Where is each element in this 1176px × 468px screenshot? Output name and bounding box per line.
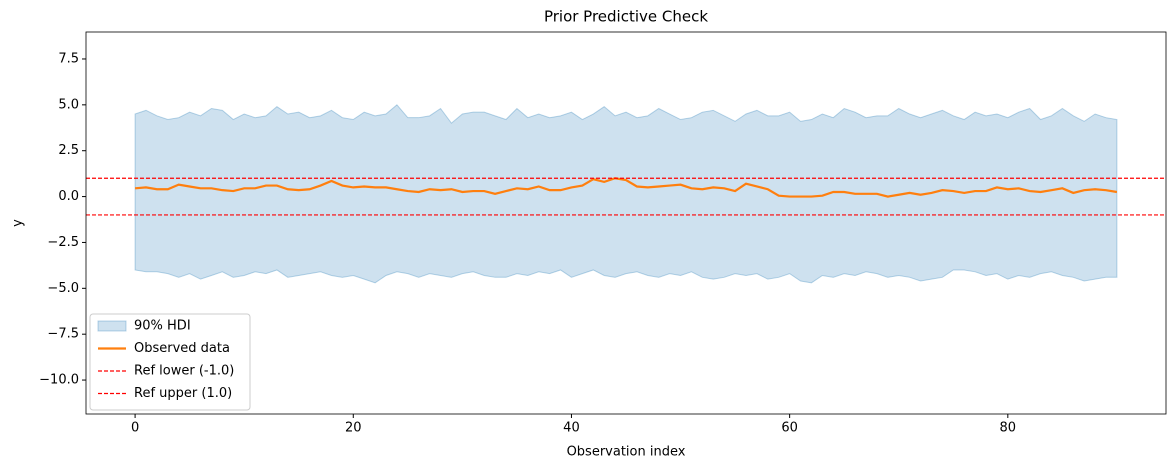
y-tick-label: −2.5 [47, 235, 79, 250]
x-tick-label: 80 [1000, 421, 1017, 436]
legend-label: Ref upper (1.0) [134, 386, 232, 401]
legend-label: 90% HDI [134, 319, 191, 334]
legend-label: Ref lower (-1.0) [134, 364, 234, 379]
x-tick-label: 0 [131, 421, 139, 436]
y-tick-label: 0.0 [58, 189, 79, 204]
legend-label: Observed data [134, 341, 230, 356]
legend-swatch [97, 320, 127, 332]
y-tick-label: −10.0 [39, 373, 79, 388]
legend-box [89, 313, 251, 411]
chart-title: Prior Predictive Check [544, 8, 708, 26]
x-axis-label: Observation index [567, 445, 686, 460]
plot-frame [85, 31, 1167, 415]
hdi-band [134, 104, 1118, 284]
y-tick-label: 7.5 [58, 51, 79, 66]
y-tick-label: −7.5 [47, 327, 79, 342]
x-tick-label: 20 [345, 421, 362, 436]
y-axis-label: y [11, 219, 26, 227]
y-tick-label: 2.5 [58, 143, 79, 158]
x-tick-label: 60 [781, 421, 798, 436]
y-tick-label: −5.0 [47, 281, 79, 296]
observed-line [134, 177, 1118, 198]
x-tick-label: 40 [563, 421, 580, 436]
y-tick-label: 5.0 [58, 97, 79, 112]
